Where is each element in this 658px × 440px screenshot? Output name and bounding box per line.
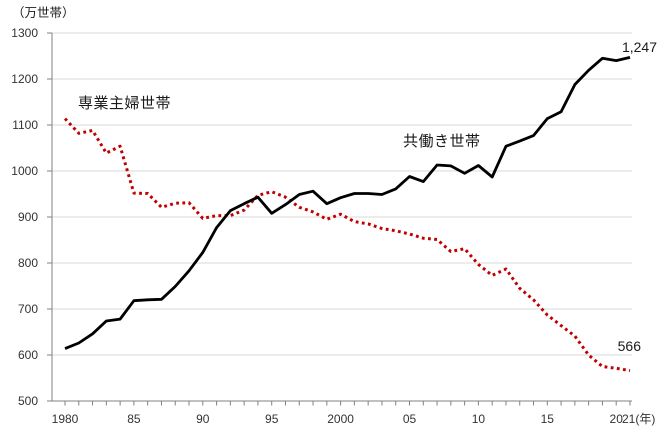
y-tick-label-1100: 1100 — [12, 118, 38, 132]
series-lines — [63, 56, 631, 373]
x-tick-label-2010: 10 — [472, 412, 486, 426]
x-tick-label-1985: 85 — [127, 412, 141, 426]
gridlines — [52, 32, 632, 356]
axes — [47, 32, 632, 406]
x-tick-label-2005: 05 — [403, 412, 417, 426]
series-line-tomobataraki — [64, 56, 631, 350]
y-tick-label-900: 900 — [18, 210, 38, 224]
x-axis-tick-labels: 1980 85 90 95 2000 05 10 15 20 21(年) — [52, 412, 656, 426]
y-tick-label-500: 500 — [18, 394, 38, 408]
x-tick-label-2000: 2000 — [327, 412, 354, 426]
x-tick-label-2021: 21(年) — [622, 412, 655, 426]
y-tick-label-1000: 1000 — [11, 164, 38, 178]
series-line-sengyoshufu — [63, 117, 631, 373]
x-tick-label-2015: 15 — [541, 412, 555, 426]
end-value-label-sengyoshufu: 566 — [618, 338, 642, 354]
series-label-sengyoshufu: 専業主婦世帯 — [78, 95, 171, 112]
y-axis-tick-labels: 500 600 700 800 900 1000 1100 1200 1300 — [11, 26, 38, 408]
end-value-label-tomobataraki: 1,247 — [622, 39, 657, 55]
x-tick-label-1995: 95 — [265, 412, 279, 426]
y-tick-label-1300: 1300 — [11, 26, 38, 40]
y-tick-label-800: 800 — [18, 256, 38, 270]
y-tick-label-700: 700 — [18, 302, 38, 316]
y-tick-label-600: 600 — [18, 348, 38, 362]
y-axis-unit-label: （万世帯） — [12, 6, 75, 20]
series-label-tomobataraki: 共働き世帯 — [403, 133, 481, 150]
x-tick-label-1990: 90 — [196, 412, 210, 426]
x-tick-label-1980: 1980 — [52, 412, 79, 426]
x-tick-label-2020: 20 — [610, 412, 624, 426]
y-tick-label-1200: 1200 — [11, 72, 38, 86]
